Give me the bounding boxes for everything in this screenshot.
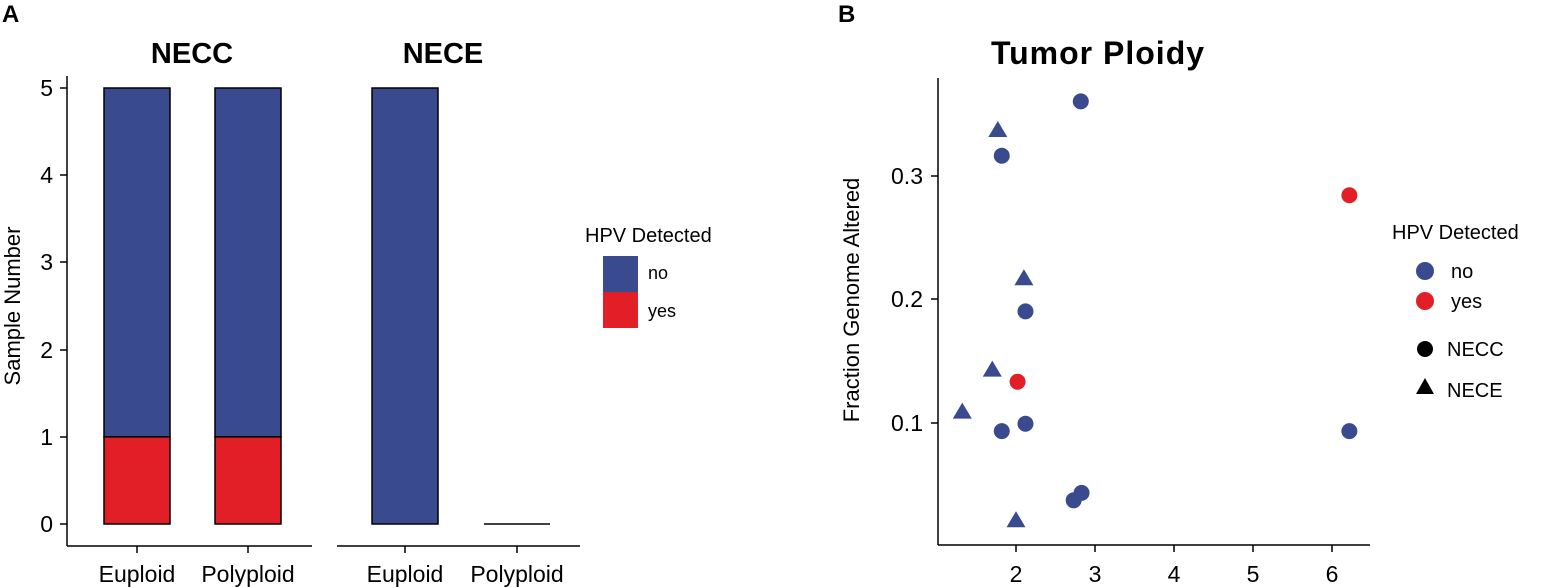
bar-necc-euploid-yes — [103, 436, 171, 525]
legend-b-title: HPV Detected — [1392, 222, 1519, 244]
legend-a-label-no: no — [648, 263, 668, 283]
panel-a-legend: HPV Detected no yes — [585, 225, 712, 328]
panel-a-label: A — [2, 1, 19, 28]
y-tick-label: 3 — [40, 249, 53, 275]
panel-b-legend: HPV Detected no yes NECC NECE — [1392, 222, 1519, 402]
bar-nece-euploid-no — [371, 87, 439, 525]
panel-a-y-ticks: 0 1 2 3 4 5 — [40, 75, 67, 537]
scatter-point-necc-no-7 — [1073, 484, 1090, 501]
x-tick-label: 5 — [1247, 561, 1260, 587]
x-tick-label-necc-euploid: Euploid — [99, 561, 176, 587]
y-tick-label: 2 — [40, 337, 53, 363]
x-tick-label: 3 — [1089, 561, 1102, 587]
scatter-point-nece-no-13 — [952, 402, 972, 419]
legend-b-label-yes: yes — [1451, 291, 1482, 313]
x-tick-label-nece-polyploid: Polyploid — [470, 561, 563, 587]
bar-necc-polyploid-yes — [214, 436, 282, 525]
x-tick-label: 6 — [1326, 561, 1339, 587]
legend-a-swatch-yes — [603, 292, 638, 328]
legend-b-marker-yes — [1416, 292, 1434, 310]
scatter-point-necc-no-0 — [1072, 93, 1089, 110]
panel-b-label: B — [838, 1, 855, 28]
scatter-point-nece-no-14 — [1006, 511, 1026, 528]
y-tick-label: 0.1 — [891, 410, 923, 436]
legend-a-title: HPV Detected — [585, 225, 712, 247]
y-tick-label: 1 — [40, 424, 53, 450]
scatter-point-necc-no-4 — [993, 423, 1010, 440]
legend-a-label-yes: yes — [648, 301, 676, 321]
panel-b-points — [952, 93, 1358, 528]
scatter-point-nece-no-12 — [982, 360, 1002, 377]
y-tick-label: 4 — [40, 162, 53, 188]
x-tick-label: 4 — [1168, 561, 1181, 587]
panel-b-y-axis-title: Fraction Genome Altered — [839, 178, 864, 423]
bar-necc-polyploid-no — [214, 87, 282, 438]
y-tick-label: 5 — [40, 75, 53, 101]
scatter-point-necc-no-5 — [1017, 415, 1034, 432]
panel-a-y-axis-title: Sample Number — [0, 227, 25, 386]
scatter-point-necc-no-9 — [1341, 423, 1358, 440]
bar-necc-euploid-no — [103, 87, 171, 438]
facet-title-nece: NECE — [403, 38, 484, 70]
legend-b-label-nece: NECE — [1447, 380, 1503, 402]
x-tick-label: 2 — [1010, 561, 1023, 587]
legend-a-swatch-no — [603, 256, 638, 292]
panel-a-bars — [103, 87, 550, 525]
y-tick-label: 0.2 — [891, 286, 923, 312]
y-tick-label: 0.3 — [891, 163, 923, 189]
chart-title: Tumor Ploidy — [991, 35, 1205, 71]
scatter-point-nece-no-11 — [1014, 269, 1034, 286]
legend-b-marker-necc — [1417, 341, 1433, 357]
facet-title-necc: NECC — [151, 38, 233, 70]
x-tick-label-necc-polyploid: Polyploid — [201, 561, 294, 587]
scatter-point-necc-no-2 — [1017, 303, 1034, 320]
scatter-point-nece-no-10 — [988, 121, 1008, 138]
legend-b-marker-nece — [1416, 378, 1434, 394]
panel-a: A NECC NECE 0 1 2 3 4 5 Sample Number Eu… — [0, 1, 712, 587]
scatter-point-necc-no-1 — [993, 147, 1010, 164]
legend-b-marker-no — [1416, 262, 1434, 280]
scatter-point-necc-yes-8 — [1341, 187, 1358, 204]
panel-b: B Tumor Ploidy 0.3 0.2 0.1 Fraction Geno… — [838, 1, 1519, 587]
y-tick-label: 0 — [40, 511, 53, 537]
scatter-point-necc-yes-3 — [1009, 373, 1026, 390]
x-tick-label-nece-euploid: Euploid — [367, 561, 444, 587]
legend-b-label-necc: NECC — [1447, 339, 1504, 361]
legend-b-label-no: no — [1451, 261, 1473, 283]
